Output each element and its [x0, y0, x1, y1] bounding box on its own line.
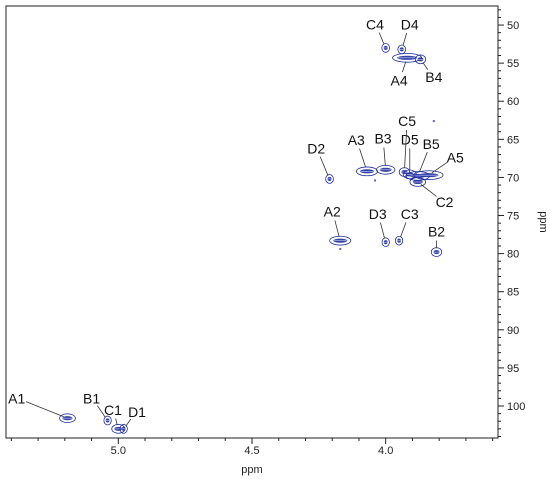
x-tick-label: 5.0 — [111, 445, 126, 457]
leader-line-b4 — [422, 62, 429, 70]
peak-label-d5: D5 — [401, 131, 419, 147]
peak-contour-outer — [381, 237, 390, 247]
y-tick-label: 70 — [507, 172, 519, 184]
peak-label-a2: A2 — [324, 204, 341, 220]
x-axis-title: ppm — [241, 464, 262, 476]
leader-line-c3 — [400, 222, 407, 238]
y-tick-label: 60 — [507, 96, 519, 108]
leader-line-a3 — [359, 148, 367, 168]
peak-c4 — [381, 43, 390, 53]
peak-d4 — [397, 44, 407, 55]
leader-line-b3 — [383, 147, 386, 166]
peak-contour-outer — [103, 415, 112, 426]
peak-contour-outer — [325, 174, 334, 184]
leader-line-d3 — [380, 222, 385, 239]
peak-label-c3: C3 — [401, 206, 419, 222]
peak-a4 — [392, 53, 423, 63]
x-axis-ticks: 5.0 4.5 4.0 — [10, 438, 494, 457]
peak-contour-outer — [394, 235, 404, 246]
y-axis-title: ppm — [537, 211, 549, 232]
peak-label-a1: A1 — [8, 390, 25, 406]
peak-label-a5: A5 — [447, 150, 464, 166]
peak-d2 — [325, 174, 334, 184]
leader-line-d1 — [125, 418, 132, 426]
leader-line-a1 — [25, 401, 64, 418]
peak-leader-lines — [25, 32, 448, 426]
peak-contour-outer — [329, 235, 352, 246]
minor-peak — [432, 119, 436, 123]
y-tick-label: 65 — [507, 134, 519, 146]
plot-frame — [5, 5, 499, 439]
leader-line-c2 — [420, 184, 437, 197]
peak-label-b5: B5 — [423, 136, 440, 152]
leader-line-a2 — [334, 220, 340, 237]
peak-c3 — [394, 235, 404, 246]
y-tick-label: 55 — [507, 58, 519, 70]
y-axis-ticks: 50 55 60 65 70 75 80 85 90 95 100 — [498, 9, 525, 437]
minor-peak — [373, 179, 377, 182]
peak-contour-outer — [381, 43, 390, 53]
peak-label-a4: A4 — [391, 73, 408, 89]
peak-a3 — [356, 166, 378, 177]
peak-a2 — [329, 235, 352, 246]
leader-line-b5 — [418, 152, 428, 173]
peak-b2 — [430, 247, 443, 257]
leader-line-c4 — [378, 32, 385, 45]
x-tick-label: 4.0 — [378, 445, 393, 457]
peak-label-a3: A3 — [348, 132, 365, 148]
peaks-layer — [59, 43, 444, 434]
leader-line-a5 — [431, 162, 448, 174]
peak-b1 — [103, 415, 112, 426]
peak-d1 — [119, 424, 128, 434]
peak-label-c2: C2 — [436, 194, 454, 210]
peak-label-c4: C4 — [366, 16, 384, 32]
peak-b4 — [414, 54, 427, 65]
y-tick-label: 95 — [507, 363, 519, 375]
peak-label-b4: B4 — [425, 69, 442, 85]
peak-contour-outer — [413, 170, 444, 180]
y-tick-label: 90 — [507, 325, 519, 337]
peak-c2 — [409, 177, 427, 187]
peak-a5 — [413, 170, 444, 180]
y-tick-label: 75 — [507, 211, 519, 223]
peak-label-c5: C5 — [398, 113, 416, 129]
y-tick-label: 100 — [507, 401, 525, 413]
peak-b3 — [376, 165, 396, 175]
peak-label-d2: D2 — [307, 140, 325, 156]
peak-contour-outer — [59, 413, 76, 423]
minor-peak — [339, 247, 342, 251]
y-tick-label: 85 — [507, 287, 519, 299]
peak-contour-outer — [409, 177, 427, 187]
peak-contour-outer — [414, 54, 427, 65]
peak-label-d3: D3 — [369, 206, 387, 222]
peak-contour-outer — [119, 424, 128, 434]
leader-line-c5 — [404, 130, 407, 169]
peak-label-b1: B1 — [83, 390, 100, 406]
leader-line-d4 — [402, 32, 408, 46]
peak-a1 — [59, 413, 76, 423]
y-tick-label: 80 — [507, 249, 519, 261]
leader-line-a4 — [401, 61, 407, 73]
peak-label-b3: B3 — [374, 131, 391, 147]
y-tick-label: 50 — [507, 20, 519, 32]
leader-line-d2 — [319, 156, 329, 176]
peak-label-d1: D1 — [128, 404, 146, 420]
leader-line-c1 — [115, 418, 118, 426]
peak-label-d4: D4 — [401, 16, 419, 32]
peak-label-c1: C1 — [104, 402, 122, 418]
leader-line-b1 — [97, 405, 106, 418]
peak-label-b2: B2 — [428, 224, 445, 240]
peak-d3 — [381, 237, 390, 247]
x-tick-label: 4.5 — [244, 445, 259, 457]
